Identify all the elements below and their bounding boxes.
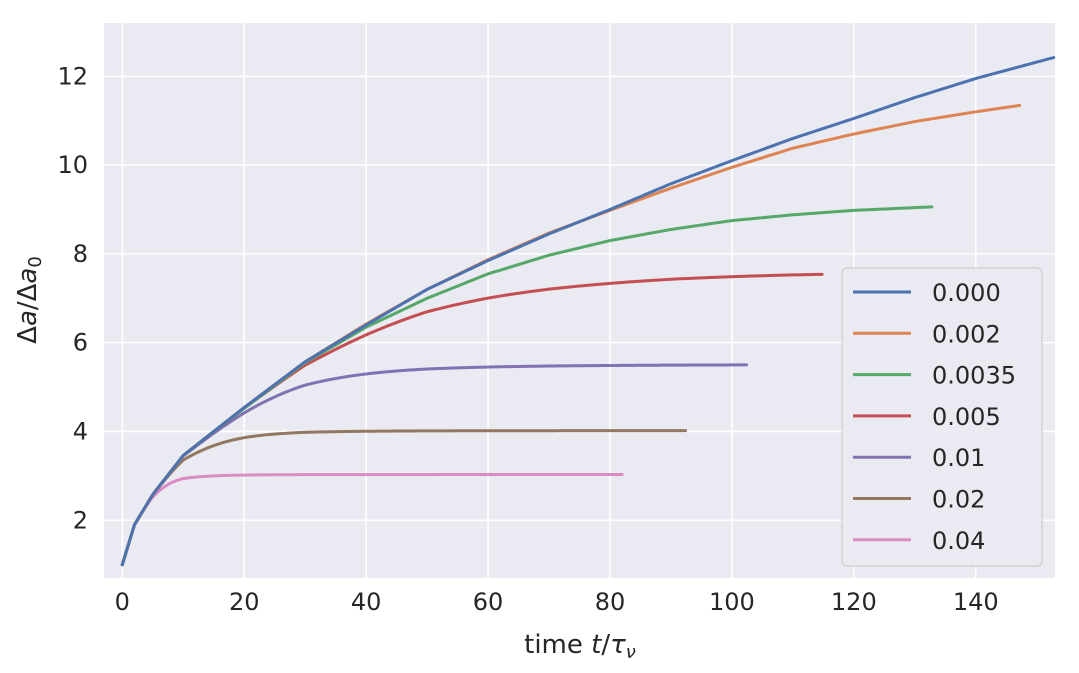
legend-label-3: 0.005 [932, 403, 1001, 431]
y-tick-labels: 2 4 6 8 10 12 [57, 62, 88, 534]
legend-label-2: 0.0035 [932, 362, 1016, 390]
x-tick-label: 40 [351, 588, 382, 616]
series-line-5 [120, 429, 688, 567]
series-lines [120, 56, 1056, 567]
legend-label-4: 0.01 [932, 444, 985, 472]
series-line-6 [120, 473, 624, 567]
x-tick-label: 100 [709, 588, 755, 616]
x-tick-label: 20 [229, 588, 260, 616]
x-tick-labels: 0 20 40 60 80 100 120 140 [115, 588, 999, 616]
legend-label-5: 0.02 [932, 486, 985, 514]
y-tick-label: 4 [73, 417, 88, 445]
y-tick-label: 2 [73, 506, 88, 534]
x-axis-label: time t/τν [524, 630, 636, 663]
legend-label-1: 0.002 [932, 320, 1001, 348]
y-tick-label: 8 [73, 240, 88, 268]
x-tick-label: 60 [473, 588, 504, 616]
y-tick-label: 10 [57, 151, 88, 179]
legend-label-6: 0.04 [932, 527, 985, 555]
series-line-4 [120, 363, 749, 567]
x-tick-label: 120 [831, 588, 877, 616]
legend-label-0: 0.000 [932, 279, 1001, 307]
x-tick-label: 140 [953, 588, 999, 616]
y-axis-label: Δa/Δa0 [13, 256, 46, 344]
legend-box [841, 267, 1043, 567]
x-tick-label: 0 [115, 588, 130, 616]
x-tick-label: 80 [595, 588, 626, 616]
y-tick-label: 6 [73, 329, 88, 357]
series-line-0 [120, 56, 1056, 567]
legend: 0.000 0.002 0.0035 0.005 0.01 0.02 0.04 [841, 267, 1043, 567]
y-tick-label: 12 [57, 62, 88, 90]
